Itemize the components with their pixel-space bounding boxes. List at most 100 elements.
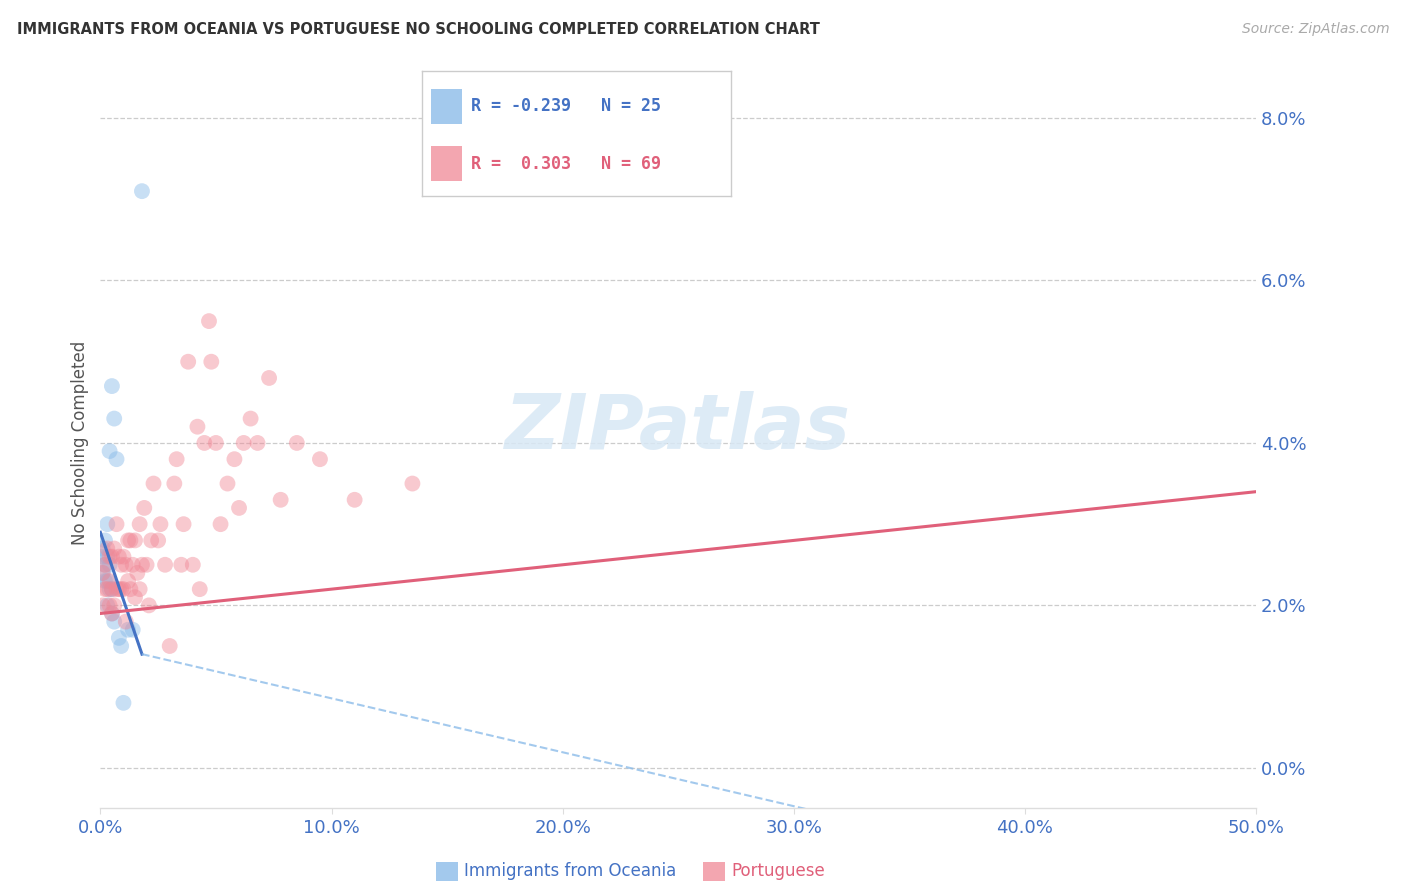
Text: Immigrants from Oceania: Immigrants from Oceania xyxy=(464,863,676,880)
Point xyxy=(270,492,292,507)
Point xyxy=(98,558,121,572)
Point xyxy=(173,517,195,532)
Point xyxy=(257,371,280,385)
Text: R =  0.303   N = 69: R = 0.303 N = 69 xyxy=(471,155,661,173)
Point xyxy=(101,582,124,596)
Point xyxy=(246,436,269,450)
Point xyxy=(101,607,124,621)
Point xyxy=(103,541,125,556)
Point xyxy=(98,444,121,458)
Point xyxy=(108,549,131,564)
Point xyxy=(153,558,176,572)
Point xyxy=(127,566,149,580)
Text: R = -0.239   N = 25: R = -0.239 N = 25 xyxy=(471,97,661,115)
Bar xyxy=(432,146,463,181)
Point xyxy=(94,558,117,572)
Point xyxy=(110,582,132,596)
Point xyxy=(124,533,146,548)
Point xyxy=(163,476,186,491)
Point xyxy=(193,436,215,450)
Point xyxy=(96,599,118,613)
Point xyxy=(110,639,132,653)
Point xyxy=(101,549,124,564)
Point xyxy=(309,452,332,467)
Point xyxy=(114,615,136,629)
Point xyxy=(217,476,239,491)
Point xyxy=(108,631,131,645)
Point xyxy=(131,184,153,198)
Point xyxy=(112,549,135,564)
Point xyxy=(98,599,121,613)
Point xyxy=(103,411,125,425)
Point xyxy=(94,533,117,548)
Point xyxy=(149,517,172,532)
Point xyxy=(101,379,124,393)
Point xyxy=(103,615,125,629)
Point xyxy=(91,541,114,556)
Point xyxy=(96,517,118,532)
Y-axis label: No Schooling Completed: No Schooling Completed xyxy=(72,341,89,545)
Point xyxy=(94,558,117,572)
Point xyxy=(105,582,128,596)
Point xyxy=(91,566,114,580)
Point xyxy=(198,314,221,328)
Point xyxy=(141,533,163,548)
Point xyxy=(128,582,150,596)
Point xyxy=(138,599,160,613)
Point xyxy=(110,558,132,572)
Point xyxy=(142,476,165,491)
Point xyxy=(186,419,208,434)
Point xyxy=(134,500,156,515)
Point xyxy=(112,582,135,596)
Point xyxy=(96,574,118,588)
Point xyxy=(209,517,232,532)
Point xyxy=(177,355,200,369)
Point xyxy=(285,436,308,450)
Point xyxy=(96,582,118,596)
Point xyxy=(108,582,131,596)
Point xyxy=(128,517,150,532)
Point xyxy=(181,558,204,572)
Point xyxy=(91,566,114,580)
Point xyxy=(205,436,228,450)
Point xyxy=(103,599,125,613)
Point xyxy=(94,582,117,596)
Point xyxy=(105,517,128,532)
Point xyxy=(121,623,143,637)
Point xyxy=(114,558,136,572)
Point xyxy=(159,639,181,653)
Point xyxy=(401,476,423,491)
Point xyxy=(228,500,250,515)
Point xyxy=(239,411,262,425)
Point xyxy=(105,452,128,467)
Text: Source: ZipAtlas.com: Source: ZipAtlas.com xyxy=(1241,22,1389,37)
Point xyxy=(120,582,142,596)
Point xyxy=(120,533,142,548)
Point xyxy=(112,696,135,710)
Point xyxy=(91,549,114,564)
Point xyxy=(121,558,143,572)
Text: IMMIGRANTS FROM OCEANIA VS PORTUGUESE NO SCHOOLING COMPLETED CORRELATION CHART: IMMIGRANTS FROM OCEANIA VS PORTUGUESE NO… xyxy=(17,22,820,37)
Point xyxy=(343,492,366,507)
Point xyxy=(146,533,169,548)
Text: ZIPatlas: ZIPatlas xyxy=(505,392,851,466)
Point xyxy=(131,558,153,572)
Point xyxy=(170,558,193,572)
Point xyxy=(117,623,139,637)
Point xyxy=(96,549,118,564)
Point xyxy=(200,355,222,369)
Point xyxy=(98,582,121,596)
Point xyxy=(98,549,121,564)
Point xyxy=(91,599,114,613)
Point xyxy=(117,574,139,588)
Point xyxy=(232,436,254,450)
Point xyxy=(96,541,118,556)
Point xyxy=(188,582,211,596)
Text: Portuguese: Portuguese xyxy=(731,863,825,880)
Point xyxy=(101,582,124,596)
Point xyxy=(224,452,246,467)
Point xyxy=(135,558,157,572)
Point xyxy=(124,591,146,605)
Point xyxy=(117,533,139,548)
Point xyxy=(101,607,124,621)
